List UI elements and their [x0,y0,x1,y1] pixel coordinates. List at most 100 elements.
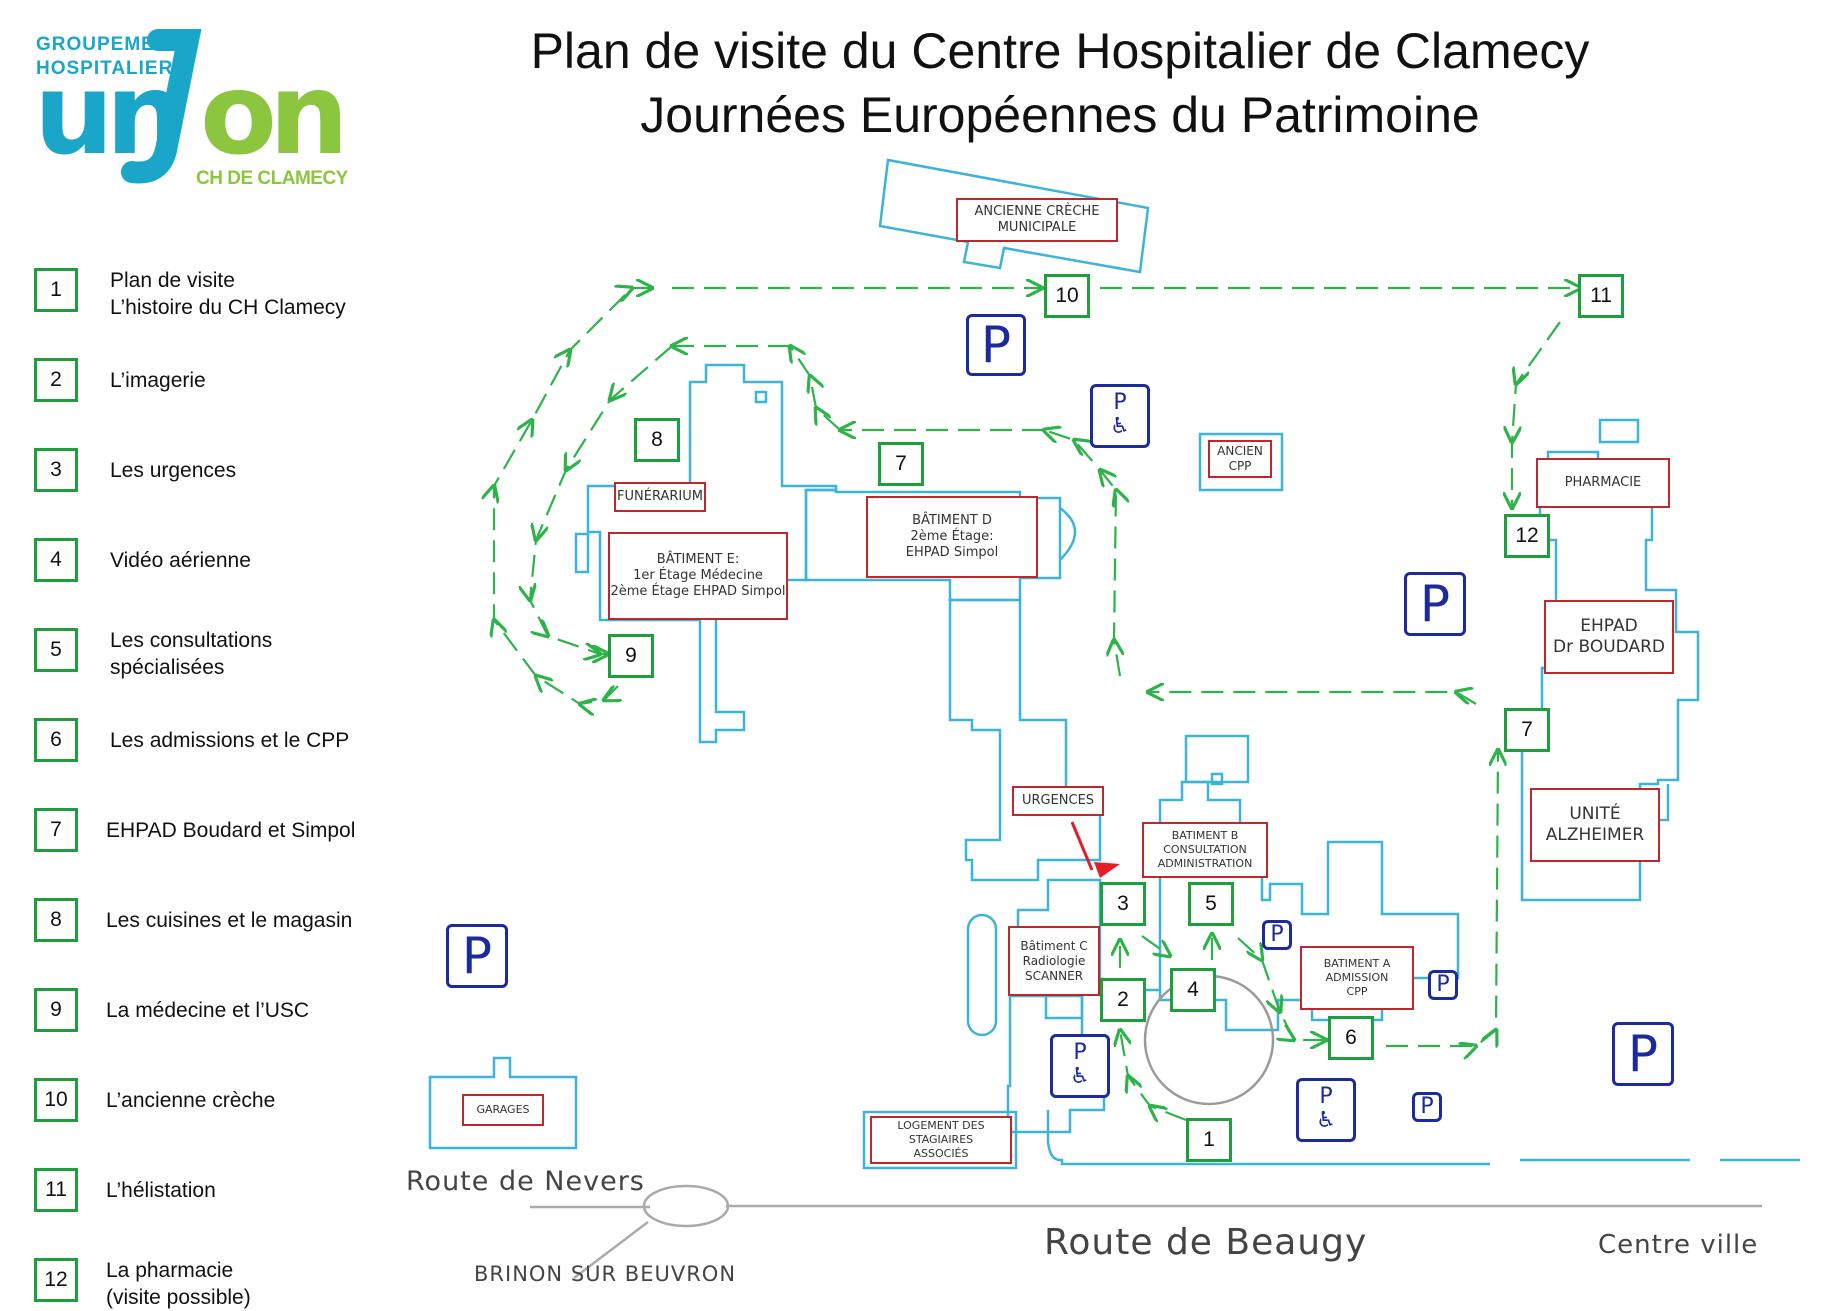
legend-label: Vidéo aérienne [110,549,251,572]
parking-sign: P [966,314,1026,376]
building-label-alzheimer: UNITÉ ALZHEIMER [1530,788,1660,862]
building-label-line: ASSOCIÉS [913,1146,969,1160]
building-label-line: CPP [1228,459,1252,473]
map-marker-7: 7 [1504,708,1550,752]
parking-sign: P [1262,920,1292,950]
parking-label: P [1073,1040,1087,1065]
building-label-line: LOGEMENT DES [897,1119,985,1133]
building-label-line: Radiologie [1022,953,1086,968]
page-title: Plan de visite du Centre Hospitalier de … [530,23,1590,79]
map-marker-7: 7 [878,442,924,486]
legend-item-6: 6 Les admissions et le CPP [34,718,404,770]
legend-number: 10 [34,1078,78,1122]
map-marker-6: 6 [1328,1016,1374,1060]
legend-number: 2 [34,358,78,402]
logo-subtitle: CH DE CLAMECY [196,168,348,189]
building-label-line: URGENCES [1021,792,1095,808]
building-label-e: BÂTIMENT E: 1er Étage Médecine 2ème Étage … [608,532,788,620]
legend-item-8: 8 Les cuisines et le magasin [34,898,404,950]
logo-wordmark: un on [34,29,349,184]
legend-item-2: 2 L’imagerie [34,358,404,410]
parking-label: P [980,316,1012,374]
road-label-nevers: Route de Nevers [406,1166,645,1197]
legend-number: 8 [34,898,78,942]
building-label-line: SCANNER [1024,968,1084,983]
legend-item-5: 5 Les consultations spécialisées [34,628,404,680]
building-label-line: STAGIAIRES [908,1133,974,1147]
building-label-line: MUNICIPALE [997,220,1077,235]
building-label-ehpad: EHPAD Dr BOUDARD [1544,600,1674,674]
building-label-line: EHPAD [1580,615,1638,636]
map-marker-9: 9 [608,634,654,678]
accessible-parking-sign: P ♿ [1296,1078,1356,1142]
parking-label: P [1627,1025,1659,1083]
parking-label: P [1270,922,1284,947]
legend-number: 3 [34,448,78,492]
road-label-brinon: BRINON SUR BEUVRON [474,1262,737,1286]
building-label-d: BÂTIMENT D 2ème Étage: EHPAD Simpol [866,496,1038,578]
logo-line1: GROUPEMENT [36,34,183,55]
building-label-line: PHARMACIE [1564,474,1642,490]
building-garages [428,1056,578,1150]
legend-number: 11 [34,1168,78,1212]
building-label-pharmacie: PHARMACIE [1536,458,1670,508]
roads [530,1184,1762,1279]
wheelchair-icon: ♿ [1316,1108,1336,1133]
building-label-line: CPP [1346,984,1368,998]
parking-label: P [1113,390,1127,415]
building-label-line: ANCIENNE CRÈCHE [974,203,1100,219]
legend-label: Plan de visite L’histoire du CH Clamecy [110,269,346,319]
legend-label: Les admissions et le CPP [110,729,350,752]
legend-item-4: 4 Vidéo aérienne [34,538,404,590]
legend-label: L’hélistation [106,1179,216,1202]
building-central [948,598,1102,882]
accessible-parking-sign: P ♿ [1090,384,1150,448]
legend-item-3: 3 Les urgences [34,448,404,500]
legend-item-12: 12 La pharmacie (visite possible) [34,1258,404,1310]
building-label-line: CONSULTATION [1163,843,1247,857]
parking-label: P [1436,972,1450,997]
page-subtitle: Journées Européennes du Patrimoine [640,87,1480,143]
building-label-line: ADMISSION [1325,971,1389,985]
parking-label: P [461,927,493,985]
building-label-line: BATIMENT B [1171,829,1239,843]
building-label-line: GARAGES [476,1103,530,1117]
legend-item-9: 9 La médecine et l’USC [34,988,404,1040]
wheelchair-icon: ♿ [1070,1064,1090,1089]
building-label-a: BATIMENT A ADMISSION CPP [1300,946,1414,1010]
parking-label: P [1420,1094,1434,1119]
building-label-logement: LOGEMENT DES STAGIAIRES ASSOCIÉS [870,1116,1012,1164]
map-marker-4: 4 [1170,968,1216,1012]
building-label-ancien-cpp: ANCIEN CPP [1208,440,1272,478]
parking-sign: P [1428,970,1458,1000]
map-marker-5: 5 [1188,882,1234,926]
map-marker-3: 3 [1100,882,1146,926]
legend-item-11: 11 L’hélistation [34,1168,404,1220]
legend-label: Les consultations spécialisées [110,629,273,679]
legend-label: La pharmacie (visite possible) [106,1259,251,1309]
legend-number: 9 [34,988,78,1032]
svg-text:on: on [200,50,341,180]
legend-label: L’ancienne crèche [106,1089,276,1112]
building-label-line: ADMINISTRATION [1157,856,1253,870]
legend-item-7: 7 EHPAD Boudard et Simpol [34,808,404,860]
building-label-line: ALZHEIMER [1545,825,1645,845]
building-label-line: 2ème Étage EHPAD Simpol [610,584,786,600]
map-marker-1: 1 [1186,1118,1232,1162]
legend-number: 6 [34,718,78,762]
building-label-line: Bâtiment C [1020,938,1088,953]
building-label-line: UNITÉ [1569,803,1621,824]
building-label-line: BÂTIMENT E: [656,551,740,567]
building-logement [862,1110,1018,1170]
legend-label: EHPAD Boudard et Simpol [106,819,356,842]
legend-number: 12 [34,1258,78,1302]
map-marker-11: 11 [1578,274,1624,318]
visit-path [494,288,1580,1120]
logo-line2: HOSPITALIER [36,58,174,79]
legend-label: Les cuisines et le magasin [106,909,353,932]
legend-item-10: 10 L’ancienne crèche [34,1078,404,1130]
legend-label: Les urgences [110,459,237,482]
map-marker-10: 10 [1044,274,1090,318]
building-label-b: BATIMENT B CONSULTATION ADMINISTRATION [1142,822,1268,878]
building-label-line: 1er Étage Médecine [633,567,763,583]
